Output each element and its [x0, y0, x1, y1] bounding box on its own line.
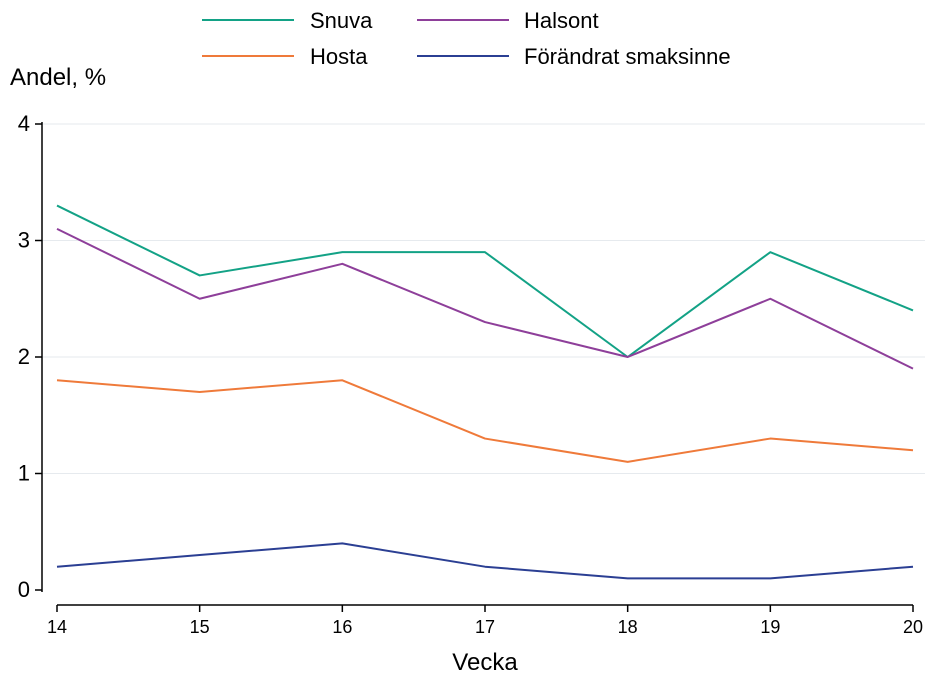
y-tick-label: 2: [18, 344, 30, 369]
gridlines: [42, 123, 925, 474]
x-tick-label: 15: [190, 617, 210, 637]
x-tick-label: 16: [332, 617, 352, 637]
x-tick-label: 20: [903, 617, 923, 637]
x-axis-ticks: 14 15 16 17 18 19 20: [47, 605, 923, 637]
series-line-halsont: [56, 227, 914, 370]
legend-item-snuva: Snuva: [202, 8, 373, 33]
y-tick-label: 1: [18, 461, 30, 486]
x-tick-label: 17: [475, 617, 495, 637]
x-tick-label: 18: [618, 617, 638, 637]
series-line-snuva: [56, 204, 914, 358]
series-line-forandrat-smaksinne: [56, 542, 914, 580]
legend: Snuva Halsont Hosta Förändrat smaksinne: [202, 8, 731, 69]
x-tick-label: 14: [47, 617, 67, 637]
y-axis-title: Andel, %: [10, 64, 106, 91]
y-tick-label: 4: [18, 111, 30, 136]
series-lines: [56, 204, 914, 580]
y-tick-label: 3: [18, 228, 30, 253]
x-axis-title: Vecka: [452, 649, 518, 674]
x-tick-label: 19: [760, 617, 780, 637]
series-line-hosta: [56, 379, 914, 463]
y-axis-ticks: 0 1 2 3 4: [18, 111, 42, 602]
legend-item-forandrat-smaksinne: Förändrat smaksinne: [417, 44, 731, 69]
legend-item-halsont: Halsont: [417, 8, 599, 33]
legend-label: Förändrat smaksinne: [524, 44, 731, 69]
axes: [41, 122, 913, 606]
y-tick-label: 0: [18, 577, 30, 602]
legend-item-hosta: Hosta: [202, 44, 368, 69]
legend-label: Halsont: [524, 8, 599, 33]
legend-label: Hosta: [310, 44, 368, 69]
legend-label: Snuva: [310, 8, 373, 33]
